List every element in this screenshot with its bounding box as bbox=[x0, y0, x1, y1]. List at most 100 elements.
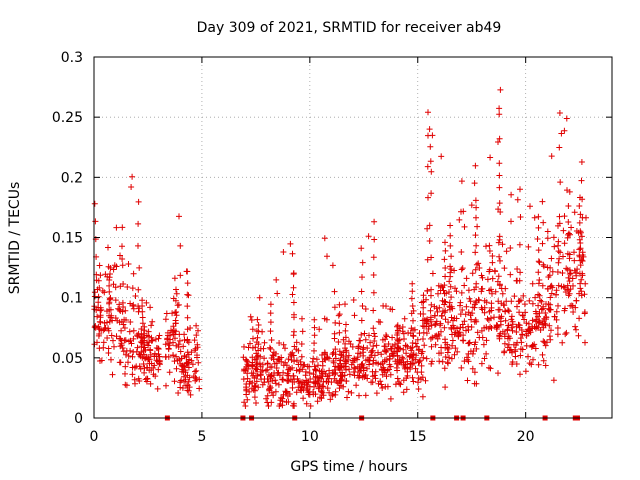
data-point bbox=[356, 372, 363, 379]
data-point bbox=[412, 365, 419, 372]
data-point bbox=[576, 253, 583, 260]
data-point bbox=[242, 356, 249, 363]
data-point bbox=[404, 358, 411, 365]
chart-title: Day 309 of 2021, SRMTID for receiver ab4… bbox=[197, 20, 502, 36]
data-point bbox=[447, 222, 454, 229]
data-point bbox=[314, 398, 321, 405]
data-point bbox=[420, 354, 427, 361]
data-point bbox=[136, 264, 143, 271]
data-point bbox=[122, 337, 129, 344]
data-point bbox=[533, 310, 540, 317]
data-point bbox=[276, 340, 283, 346]
data-point bbox=[109, 371, 116, 378]
data-point bbox=[426, 222, 433, 229]
data-point bbox=[353, 382, 360, 389]
data-point bbox=[553, 287, 560, 294]
data-point bbox=[472, 249, 479, 256]
data-point bbox=[487, 365, 494, 372]
data-point bbox=[267, 310, 274, 317]
data-point bbox=[550, 377, 557, 384]
data-point bbox=[284, 378, 291, 384]
data-point bbox=[128, 184, 135, 190]
data-point bbox=[424, 287, 431, 294]
data-point bbox=[548, 153, 555, 160]
data-point bbox=[242, 403, 249, 409]
data-point bbox=[425, 194, 431, 201]
data-point bbox=[473, 214, 479, 221]
data-point bbox=[506, 335, 513, 342]
data-point bbox=[395, 345, 402, 352]
data-point bbox=[425, 109, 431, 116]
data-point bbox=[539, 321, 546, 328]
data-point bbox=[139, 354, 146, 361]
data-point bbox=[484, 315, 491, 322]
data-point bbox=[331, 335, 338, 342]
data-point bbox=[459, 321, 466, 328]
data-point bbox=[303, 400, 310, 407]
data-point bbox=[185, 339, 192, 346]
data-point bbox=[287, 376, 294, 383]
data-point bbox=[516, 324, 523, 331]
data-point bbox=[327, 396, 334, 403]
data-point bbox=[129, 285, 136, 292]
data-point bbox=[442, 273, 449, 280]
data-point bbox=[191, 337, 198, 344]
data-point bbox=[465, 350, 472, 357]
data-point bbox=[473, 204, 480, 211]
data-point bbox=[409, 303, 416, 309]
data-point bbox=[185, 387, 192, 394]
data-point bbox=[536, 259, 543, 266]
data-point bbox=[394, 375, 401, 382]
data-point bbox=[473, 345, 480, 352]
data-point bbox=[291, 358, 298, 365]
data-point bbox=[540, 324, 547, 331]
data-point bbox=[116, 301, 123, 308]
data-point bbox=[285, 356, 292, 363]
data-point bbox=[421, 342, 428, 349]
data-point bbox=[575, 332, 582, 339]
data-point bbox=[176, 337, 183, 344]
data-point bbox=[130, 327, 137, 334]
data-point bbox=[545, 274, 552, 280]
data-point bbox=[136, 363, 143, 370]
data-point bbox=[556, 110, 563, 116]
data-point bbox=[540, 263, 547, 270]
data-point bbox=[428, 343, 435, 350]
data-point bbox=[400, 346, 407, 353]
data-point bbox=[545, 285, 551, 292]
data-point bbox=[171, 378, 178, 385]
data-point bbox=[267, 346, 274, 352]
data-point bbox=[556, 144, 563, 151]
data-point bbox=[183, 360, 190, 367]
data-point bbox=[429, 358, 435, 365]
data-point bbox=[461, 282, 468, 289]
data-point bbox=[428, 190, 435, 197]
data-point bbox=[306, 370, 313, 376]
data-point bbox=[473, 242, 480, 249]
data-point bbox=[283, 389, 290, 396]
data-point bbox=[311, 316, 318, 323]
data-point bbox=[350, 297, 357, 303]
data-point bbox=[155, 366, 162, 373]
data-point bbox=[479, 285, 486, 292]
data-point bbox=[566, 267, 573, 274]
data-point bbox=[579, 214, 586, 221]
data-point bbox=[426, 238, 433, 244]
data-point bbox=[463, 275, 470, 282]
data-point bbox=[172, 320, 179, 327]
data-point bbox=[555, 242, 561, 249]
data-point bbox=[459, 337, 466, 344]
data-point bbox=[465, 323, 472, 330]
data-point bbox=[332, 351, 339, 358]
data-point bbox=[265, 378, 272, 385]
data-point bbox=[493, 326, 500, 332]
data-point bbox=[192, 368, 198, 375]
data-point bbox=[566, 251, 573, 258]
data-point bbox=[410, 332, 416, 339]
data-point bbox=[509, 359, 516, 365]
data-point bbox=[94, 313, 101, 320]
data-point bbox=[273, 360, 280, 367]
data-point bbox=[359, 374, 366, 381]
data-point bbox=[254, 372, 261, 379]
data-point bbox=[420, 304, 427, 311]
